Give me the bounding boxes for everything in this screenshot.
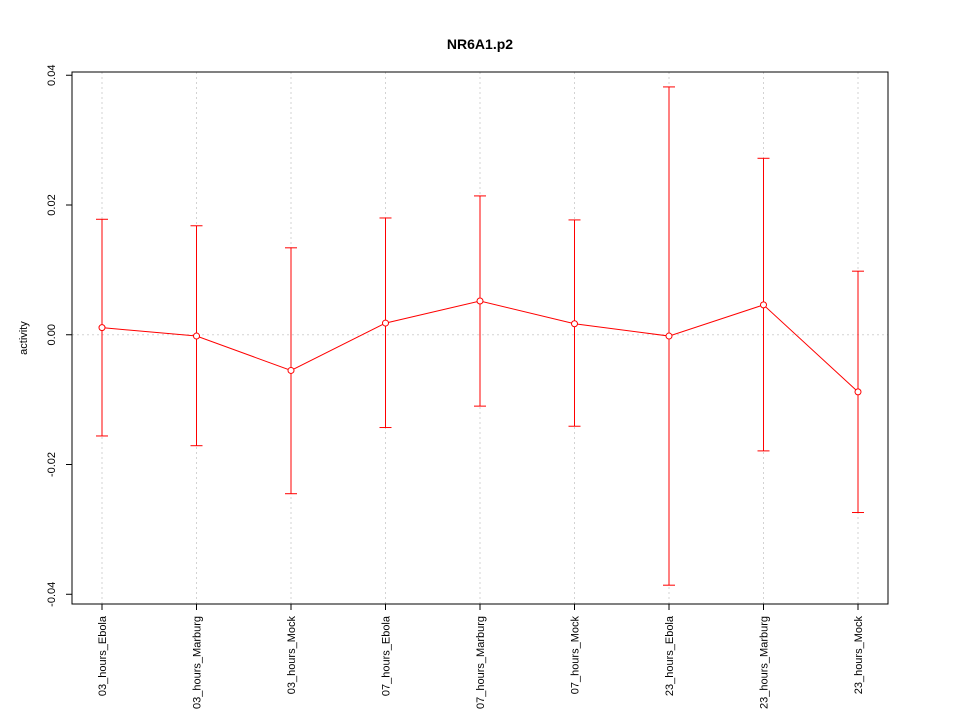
x-tick-label: 03_hours_Ebola: [97, 615, 109, 696]
data-point: [571, 320, 578, 328]
x-tick-label: 03_hours_Mock: [286, 616, 298, 695]
y-tick-label: 0.04: [46, 65, 58, 86]
data-point: [665, 332, 673, 340]
x-tick-label: 23_hours_Mock: [853, 616, 865, 695]
x-tick-label: 07_hours_Ebola: [381, 615, 393, 696]
data-point: [98, 324, 106, 332]
y-axis-label: activity: [18, 321, 30, 355]
data-point: [854, 388, 862, 396]
data-point: [193, 332, 200, 340]
x-tick-label: 23_hours_Marburg: [759, 616, 771, 709]
chart-title: NR6A1.p2: [447, 36, 513, 52]
y-tick-label: -0.02: [46, 452, 58, 477]
y-tick-label: 0.02: [46, 194, 58, 215]
data-point: [476, 297, 484, 305]
axes: -0.04 -0.02 0.00 0.02 0.04 03_hours_Ebola 03_h…: [46, 65, 865, 709]
series: [96, 86, 864, 586]
data-point: [382, 319, 389, 327]
x-tick-label: 07_hours_Marburg: [475, 616, 487, 709]
x-tick-label: 23_hours_Ebola: [664, 615, 676, 696]
x-tick-label: 03_hours_Marburg: [192, 616, 204, 709]
y-tick-label: 0.00: [46, 324, 58, 345]
y-tick-label: -0.04: [46, 582, 58, 607]
data-point: [760, 301, 767, 309]
x-tick-label: 07_hours_Mock: [570, 616, 582, 695]
data-point: [287, 366, 295, 374]
